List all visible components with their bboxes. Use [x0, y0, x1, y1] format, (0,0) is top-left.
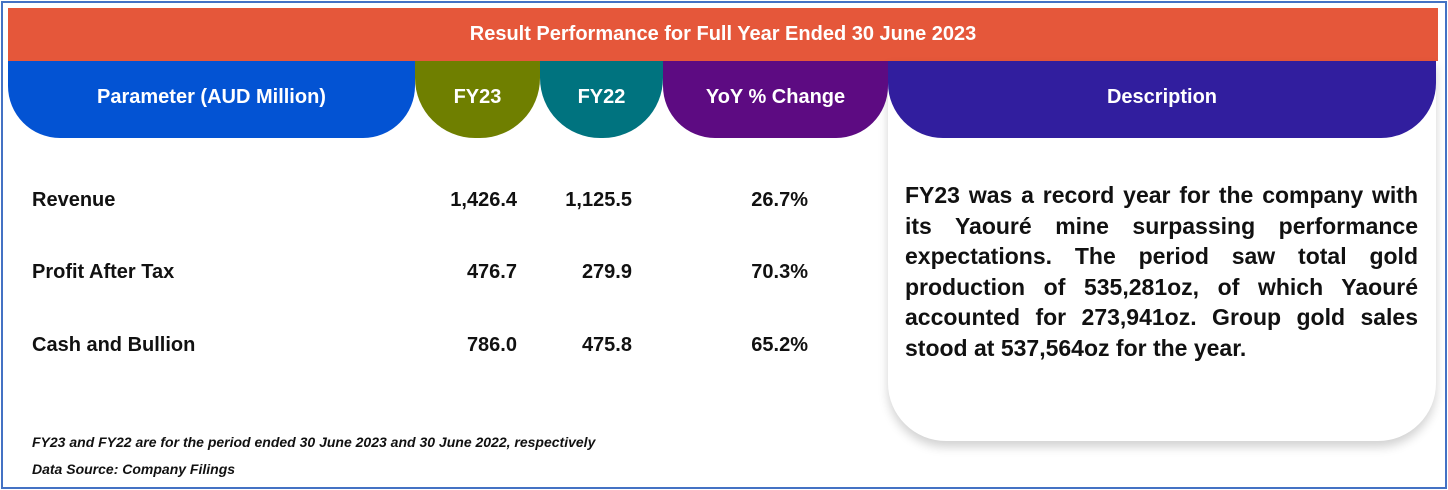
data-source: Data Source: Company Filings [32, 461, 236, 477]
fy23-value: 786.0 [466, 334, 517, 356]
fy23-value: 1,426.4 [450, 189, 517, 211]
row-label: Cash and Bullion [32, 334, 196, 356]
yoy-value: 26.7% [751, 189, 808, 211]
fy22-value: 279.9 [581, 261, 632, 283]
table-row: Revenue 1,426.4 1,125.5 26.7% [0, 185, 888, 215]
row-label: Profit After Tax [32, 261, 175, 283]
header-yoy: YoY % Change [663, 61, 888, 138]
footnote: FY23 and FY22 are for the period ended 3… [32, 434, 596, 450]
description-text: FY23 was a record year for the company w… [905, 182, 1418, 361]
yoy-value: 65.2% [751, 334, 808, 356]
fy23-value: 476.7 [466, 261, 517, 283]
row-label: Revenue [32, 189, 116, 211]
table-title: Result Performance for Full Year Ended 3… [8, 8, 1438, 61]
fy22-value: 1,125.5 [565, 189, 632, 211]
fy22-value: 475.8 [581, 334, 632, 356]
header-description: Description [888, 61, 1436, 138]
header-parameter: Parameter (AUD Million) [8, 61, 415, 138]
yoy-value: 70.3% [751, 261, 808, 283]
table-row: Profit After Tax 476.7 279.9 70.3% [0, 257, 888, 287]
table-row: Cash and Bullion 786.0 475.8 65.2% [0, 330, 888, 360]
